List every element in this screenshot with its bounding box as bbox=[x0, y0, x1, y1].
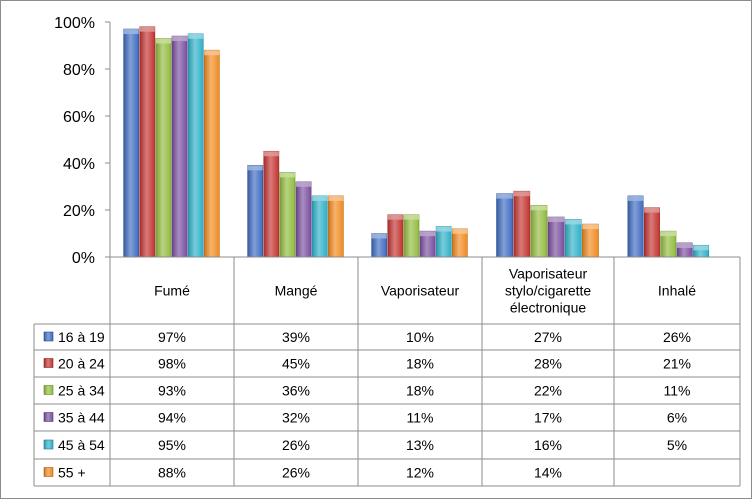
data-label: 95% bbox=[158, 437, 186, 453]
data-label: 12% bbox=[406, 465, 434, 481]
bar bbox=[547, 216, 565, 258]
data-label: 39% bbox=[282, 329, 310, 345]
x-tick-label: Mangé bbox=[275, 283, 318, 299]
bar bbox=[327, 195, 344, 258]
data-label: 36% bbox=[282, 383, 310, 399]
data-label: 17% bbox=[534, 410, 562, 426]
y-tick-label: 60% bbox=[63, 109, 95, 126]
bar bbox=[403, 214, 420, 258]
legend-key bbox=[43, 412, 54, 422]
bar bbox=[643, 207, 660, 258]
legend-key bbox=[43, 467, 54, 477]
legend-label: 20 à 24 bbox=[58, 356, 105, 372]
data-label: 14% bbox=[534, 465, 562, 481]
bar bbox=[582, 223, 599, 258]
bar bbox=[311, 195, 328, 258]
bar bbox=[530, 205, 548, 258]
bar bbox=[627, 195, 644, 258]
y-tick-label: 0% bbox=[72, 250, 95, 267]
legend-key bbox=[43, 385, 54, 395]
legend-label: 16 à 19 bbox=[58, 329, 105, 345]
data-label: 5% bbox=[667, 437, 687, 453]
data-label: 18% bbox=[406, 356, 434, 372]
data-label: 94% bbox=[158, 410, 186, 426]
x-tick-label: Fumé bbox=[154, 283, 190, 299]
data-label: 21% bbox=[663, 356, 691, 372]
data-table: Fumé Mangé Vaporisateur Vaporisateur stylo/c… bbox=[33, 256, 741, 487]
data-label: 10% bbox=[406, 329, 434, 345]
bar bbox=[419, 230, 436, 258]
x-tick-label: Vaporisateur bbox=[381, 283, 460, 299]
legend-label: 55 + bbox=[58, 465, 86, 481]
data-label: 27% bbox=[534, 329, 562, 345]
bar bbox=[171, 35, 188, 258]
y-axis: 0% 20% 40% 60% 80% 100% bbox=[54, 15, 111, 267]
bar bbox=[660, 230, 677, 258]
bar bbox=[435, 226, 452, 258]
legend-label: 25 à 34 bbox=[58, 383, 105, 399]
y-tick-label: 40% bbox=[63, 156, 95, 173]
data-label: 32% bbox=[282, 410, 310, 426]
data-label: 98% bbox=[158, 356, 186, 372]
y-tick-label: 20% bbox=[63, 203, 95, 220]
data-label: 11% bbox=[664, 383, 691, 399]
x-tick-label: Inhalé bbox=[658, 283, 696, 299]
legend-key bbox=[43, 331, 54, 342]
legend-key bbox=[43, 358, 54, 368]
data-label: 13% bbox=[406, 437, 434, 453]
y-tick-label: 100% bbox=[54, 15, 95, 32]
bars bbox=[123, 26, 710, 258]
legend-label: 45 à 54 bbox=[58, 437, 105, 453]
bar bbox=[513, 190, 531, 258]
bar bbox=[676, 242, 693, 258]
bar bbox=[693, 244, 710, 258]
data-label: 22% bbox=[534, 383, 562, 399]
bar bbox=[564, 219, 582, 258]
bar bbox=[279, 172, 296, 258]
data-label: 26% bbox=[282, 437, 310, 453]
bar bbox=[387, 214, 404, 258]
data-label: 26% bbox=[663, 329, 691, 345]
data-label: 28% bbox=[534, 356, 562, 372]
bar bbox=[371, 233, 388, 258]
data-label: 18% bbox=[406, 383, 434, 399]
legend-label: 35 à 44 bbox=[58, 410, 105, 426]
bar bbox=[263, 150, 280, 258]
bar bbox=[187, 33, 204, 258]
bar bbox=[496, 193, 513, 258]
bar bbox=[203, 49, 220, 258]
bar bbox=[247, 165, 264, 258]
data-label: 26% bbox=[282, 465, 310, 481]
x-tick-label: Vaporisateur stylo/cigarette électronique bbox=[505, 266, 592, 316]
bar bbox=[123, 28, 140, 258]
legend-key bbox=[43, 439, 54, 450]
data-label: 97% bbox=[158, 329, 186, 345]
data-label: 16% bbox=[534, 437, 562, 453]
data-label: 11% bbox=[407, 410, 434, 426]
y-tick-label: 80% bbox=[63, 62, 95, 79]
bar bbox=[139, 26, 156, 258]
bar bbox=[451, 228, 468, 258]
bar bbox=[295, 181, 312, 258]
data-label: 88% bbox=[158, 465, 186, 481]
data-label: 6% bbox=[667, 410, 687, 426]
data-label: 93% bbox=[158, 383, 186, 399]
data-label: 45% bbox=[282, 356, 310, 372]
bar bbox=[155, 38, 172, 258]
